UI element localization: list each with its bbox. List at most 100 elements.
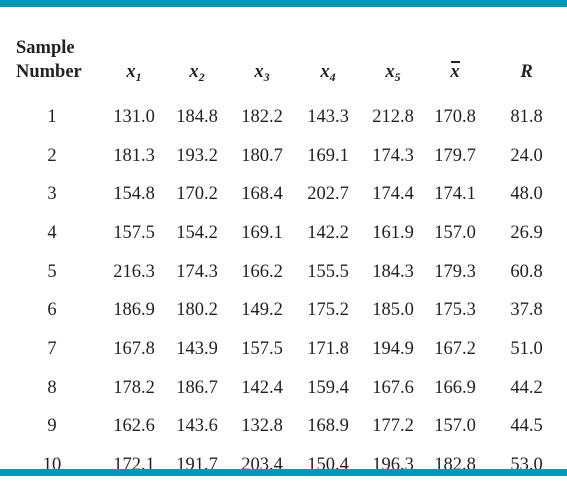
value-cell: 175.3: [434, 300, 476, 321]
value-cell: 169.1: [307, 145, 349, 166]
value-cell: 37.8: [510, 300, 543, 321]
sample-number-cell: 5: [47, 261, 57, 282]
value-cell: 169.1: [241, 222, 283, 243]
sample-number-cell: 10: [42, 455, 62, 476]
sample-header-line1: Sample: [16, 38, 75, 58]
value-cell: 81.8: [510, 106, 543, 127]
table-row: 3 154.8 170.2 168.4 202.7 174.4 174.1 48.0: [0, 175, 567, 214]
table-header: Sample Number x1 x2 x3 x4 x5 x R: [0, 0, 567, 84]
value-cell: 149.2: [241, 300, 283, 321]
value-cell: 157.5: [113, 222, 155, 243]
column-header-x1: x1: [126, 62, 142, 84]
table-row: 2 181.3 193.2 180.7 169.1 174.3 179.7 24.0: [0, 137, 567, 176]
value-cell: 143.6: [176, 416, 218, 437]
column-header-x4: x4: [320, 62, 336, 84]
value-cell: 48.0: [510, 184, 543, 205]
sample-number-cell: 9: [47, 416, 57, 437]
value-cell: 44.5: [510, 416, 543, 437]
value-cell: 131.0: [113, 106, 155, 127]
value-cell: 194.9: [372, 338, 414, 359]
value-cell: 167.6: [372, 377, 414, 398]
value-cell: 196.3: [372, 455, 414, 476]
table-row: 9 162.6 143.6 132.8 168.9 177.2 157.0 44.5: [0, 408, 567, 447]
value-cell: 51.0: [510, 338, 543, 359]
value-cell: 157.0: [434, 222, 476, 243]
value-cell: 174.3: [176, 261, 218, 282]
column-header-x5: x5: [385, 62, 401, 84]
table-body: 1 131.0 184.8 182.2 143.3 212.8 170.8 81.8 2 181.…: [0, 98, 567, 485]
value-cell: 168.4: [241, 184, 283, 205]
sample-number-cell: 6: [47, 300, 57, 321]
value-cell: 172.1: [113, 455, 155, 476]
value-cell: 143.3: [307, 106, 349, 127]
value-cell: 212.8: [372, 106, 414, 127]
sample-number-cell: 2: [47, 145, 57, 166]
table-row: 5 216.3 174.3 166.2 155.5 184.3 179.3 60.8: [0, 253, 567, 292]
value-cell: 179.3: [434, 261, 476, 282]
value-cell: 161.9: [372, 222, 414, 243]
value-cell: 167.8: [113, 338, 155, 359]
value-cell: 182.2: [241, 106, 283, 127]
value-cell: 181.3: [113, 145, 155, 166]
value-cell: 180.2: [176, 300, 218, 321]
value-cell: 193.2: [176, 145, 218, 166]
value-cell: 157.0: [434, 416, 476, 437]
table-row: 1 131.0 184.8 182.2 143.3 212.8 170.8 81.8: [0, 98, 567, 137]
column-header-x3: x3: [254, 62, 270, 84]
bottom-rule: [0, 469, 567, 476]
value-cell: 155.5: [307, 261, 349, 282]
sample-number-cell: 1: [47, 106, 57, 127]
table-row: 7 167.8 143.9 157.5 171.8 194.9 167.2 51.0: [0, 330, 567, 369]
sample-number-cell: 8: [47, 377, 57, 398]
value-cell: 150.4: [307, 455, 349, 476]
value-cell: 170.2: [176, 184, 218, 205]
value-cell: 142.2: [307, 222, 349, 243]
value-cell: 159.4: [307, 377, 349, 398]
value-cell: 184.8: [176, 106, 218, 127]
value-cell: 202.7: [307, 184, 349, 205]
value-cell: 203.4: [241, 455, 283, 476]
value-cell: 174.1: [434, 184, 476, 205]
value-cell: 186.7: [176, 377, 218, 398]
value-cell: 162.6: [113, 416, 155, 437]
value-cell: 24.0: [510, 145, 543, 166]
value-cell: 179.7: [434, 145, 476, 166]
table-row: 4 157.5 154.2 169.1 142.2 161.9 157.0 26.9: [0, 214, 567, 253]
value-cell: 166.2: [241, 261, 283, 282]
value-cell: 167.2: [434, 338, 476, 359]
sample-number-cell: 4: [47, 222, 57, 243]
sample-header-line2: Number: [16, 62, 82, 82]
value-cell: 143.9: [176, 338, 218, 359]
value-cell: 180.7: [241, 145, 283, 166]
value-cell: 142.4: [241, 377, 283, 398]
value-cell: 175.2: [307, 300, 349, 321]
value-cell: 170.8: [434, 106, 476, 127]
value-cell: 216.3: [113, 261, 155, 282]
value-cell: 157.5: [241, 338, 283, 359]
value-cell: 186.9: [113, 300, 155, 321]
table-row: 6 186.9 180.2 149.2 175.2 185.0 175.3 37.8: [0, 291, 567, 330]
column-header-range: R: [520, 62, 533, 82]
value-cell: 174.3: [372, 145, 414, 166]
value-cell: 154.8: [113, 184, 155, 205]
value-cell: 185.0: [372, 300, 414, 321]
sample-number-cell: 7: [47, 338, 57, 359]
table-row: 8 178.2 186.7 142.4 159.4 167.6 166.9 44.2: [0, 369, 567, 408]
value-cell: 44.2: [510, 377, 543, 398]
value-cell: 171.8: [307, 338, 349, 359]
table-row: 10 172.1 191.7 203.4 150.4 196.3 182.8 53.0: [0, 446, 567, 485]
value-cell: 191.7: [176, 455, 218, 476]
value-cell: 166.9: [434, 377, 476, 398]
value-cell: 60.8: [510, 261, 543, 282]
value-cell: 177.2: [372, 416, 414, 437]
column-header-x2: x2: [189, 62, 205, 84]
value-cell: 168.9: [307, 416, 349, 437]
value-cell: 182.8: [434, 455, 476, 476]
value-cell: 154.2: [176, 222, 218, 243]
value-cell: 132.8: [241, 416, 283, 437]
sample-number-cell: 3: [47, 184, 57, 205]
sample-number-header: Sample Number: [0, 0, 104, 84]
value-cell: 26.9: [510, 222, 543, 243]
value-cell: 178.2: [113, 377, 155, 398]
